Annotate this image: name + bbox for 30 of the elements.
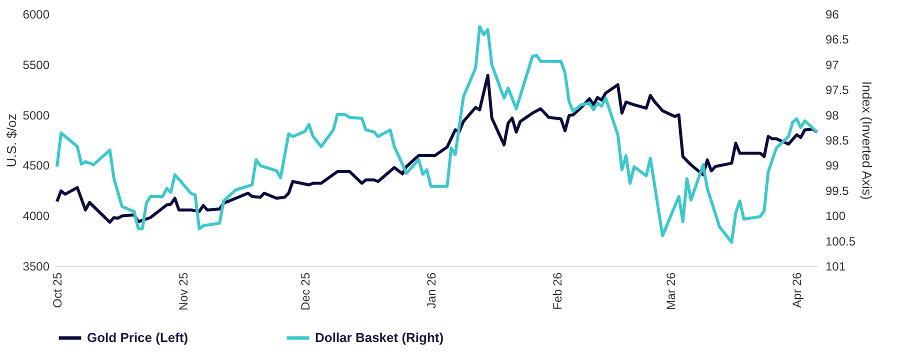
x-tick-label: Mar 26 [664, 272, 678, 310]
x-tick-label: Apr 26 [790, 272, 804, 308]
y2-tick-label: 97 [826, 58, 840, 72]
y2-axis-title: Index (Inverted Axis) [860, 81, 875, 200]
y2-tick-label: 99 [826, 158, 840, 173]
y2-tick-label: 98.5 [826, 134, 850, 148]
y2-tick-label: 99.5 [826, 184, 850, 198]
y2-tick-label: 101 [826, 260, 846, 274]
x-tick-label: Feb 26 [550, 272, 564, 310]
y2-tick-label: 98 [826, 108, 840, 122]
y-tick-label: 5500 [22, 58, 50, 72]
y-tick-label: 5000 [22, 108, 50, 122]
y-tick-label: 4500 [22, 158, 50, 173]
y2-tick-label: 97.5 [826, 83, 850, 98]
legend-label: Gold Price (Left) [87, 330, 188, 345]
x-tick-label: Oct 25 [50, 272, 64, 308]
y-axis-title: U.S. $/oz [4, 114, 19, 168]
y-tick-label: 3500 [22, 260, 50, 274]
y-tick-label: 4000 [22, 209, 50, 224]
x-tick-label: Nov 25 [176, 272, 190, 311]
x-tick-label: Dec 25 [298, 272, 312, 311]
x-tick-label: Jan 26 [424, 272, 438, 309]
y2-tick-label: 96.5 [826, 32, 850, 47]
y2-tick-label: 100 [826, 209, 846, 224]
line-series [56, 74, 818, 224]
y-tick-label: 6000 [22, 8, 50, 22]
legend-label: Dollar Basket (Right) [315, 330, 444, 345]
y2-tick-label: 96 [826, 8, 840, 22]
y2-tick-label: 100.5 [826, 234, 856, 248]
line-series [56, 25, 818, 244]
